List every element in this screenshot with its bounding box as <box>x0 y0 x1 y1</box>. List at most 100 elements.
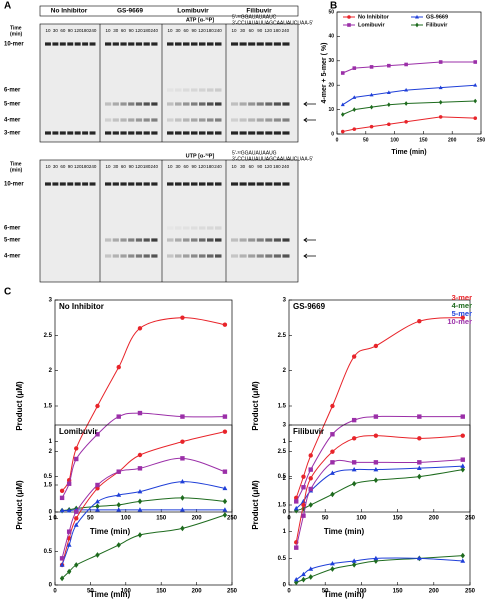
data-point <box>180 507 185 512</box>
gel-band <box>112 42 119 46</box>
gel-band <box>191 182 198 186</box>
nucleotide-label: ATP [α-³²P] <box>186 16 214 23</box>
data-point <box>351 436 357 441</box>
gel-band <box>167 238 174 242</box>
band-label: 6-mer <box>4 226 21 232</box>
gel-band <box>273 238 281 242</box>
lane-label: 180 <box>81 28 89 33</box>
gel-band <box>282 238 290 242</box>
gel-band <box>215 238 222 242</box>
data-point <box>460 315 465 320</box>
gel-band <box>120 238 127 242</box>
data-point <box>387 63 391 68</box>
sequence: 5'-³²GGAUAUAAUG <box>232 150 277 156</box>
chart-title: No Inhibitor <box>59 302 104 311</box>
y-tick-label: 20 <box>328 83 334 89</box>
x-tick-label: 250 <box>477 137 486 143</box>
chart-title: GS-9669 <box>293 302 326 311</box>
chart-title: Filibuvir <box>293 427 324 436</box>
data-point <box>473 83 478 87</box>
gel-band <box>175 118 182 122</box>
legend-marker <box>415 14 419 19</box>
data-point <box>59 575 65 582</box>
data-point <box>59 495 65 501</box>
data-point <box>417 319 422 324</box>
lane-label: 10 <box>167 28 173 33</box>
gel-band <box>256 182 264 186</box>
data-point <box>222 414 228 419</box>
lane-label: 10 <box>45 164 51 169</box>
lane-label: 10 <box>45 28 51 33</box>
gel-band <box>282 131 290 135</box>
gel-band <box>112 118 119 122</box>
data-point <box>137 452 143 458</box>
data-point <box>301 474 306 479</box>
x-tick-label: 100 <box>121 589 132 595</box>
x-tick-label: 0 <box>287 589 291 595</box>
data-point <box>404 87 409 92</box>
lane-label: 120 <box>265 28 273 33</box>
lane-label: 60 <box>60 164 66 169</box>
gel-band <box>248 102 256 106</box>
gel-band <box>82 182 89 186</box>
x-tick-label: 150 <box>393 589 404 595</box>
data-point <box>222 512 228 518</box>
lane-label: 240 <box>282 164 290 169</box>
data-point <box>180 495 185 501</box>
lane-label: 60 <box>183 164 189 169</box>
data-point <box>373 414 379 419</box>
gel-band <box>112 254 119 258</box>
gel-band <box>167 254 174 258</box>
gel-band <box>239 118 247 122</box>
lane-label: 30 <box>240 28 246 33</box>
gel-band <box>59 42 66 46</box>
lane-label: 60 <box>121 164 127 169</box>
y-tick-label: 3 <box>283 298 287 304</box>
x-tick-label: 100 <box>390 137 399 143</box>
gel-band <box>265 102 273 106</box>
gel-band <box>143 118 150 122</box>
gel-band <box>282 102 290 106</box>
lane-label: 60 <box>183 28 189 33</box>
arrow <box>303 237 316 243</box>
gel-background <box>39 159 299 283</box>
gel-band <box>191 131 198 135</box>
y-tick-label: 3 <box>283 423 287 429</box>
data-point <box>308 453 313 458</box>
lane-label: 30 <box>53 28 59 33</box>
gel-band <box>167 42 174 46</box>
data-point <box>74 446 79 451</box>
data-point <box>137 507 143 512</box>
gel-band <box>248 254 256 258</box>
data-point <box>95 507 100 512</box>
gel-band <box>256 118 264 122</box>
data-point <box>369 65 374 69</box>
gel-band <box>191 102 198 106</box>
x-tick-label: 150 <box>156 516 167 522</box>
data-point <box>59 562 65 567</box>
band-label: 5-mer <box>4 102 21 108</box>
x-tick-label: 200 <box>192 589 203 595</box>
column-header: GS-9669 <box>117 8 143 15</box>
data-point <box>116 507 122 512</box>
gel-band <box>128 131 135 135</box>
legend-marker <box>347 15 351 19</box>
data-point <box>95 552 100 558</box>
gel-band <box>89 182 96 186</box>
sequence: 3'-CCUAUAUUAGCAAUAUCUAA-5' <box>232 156 313 162</box>
data-point <box>352 66 357 70</box>
data-point <box>473 60 478 64</box>
gel-band <box>143 42 150 46</box>
gel-band <box>191 42 198 46</box>
gel-band <box>199 254 206 258</box>
gel-band <box>175 254 182 258</box>
x-tick-label: 150 <box>156 589 167 595</box>
data-point <box>438 60 443 64</box>
gel-band <box>231 42 239 46</box>
series-line <box>342 116 476 133</box>
legend-marker <box>415 22 419 28</box>
data-point <box>116 364 121 370</box>
lane-label: 120 <box>74 164 82 169</box>
lane-label: 180 <box>273 164 281 169</box>
gel-band <box>231 238 239 242</box>
